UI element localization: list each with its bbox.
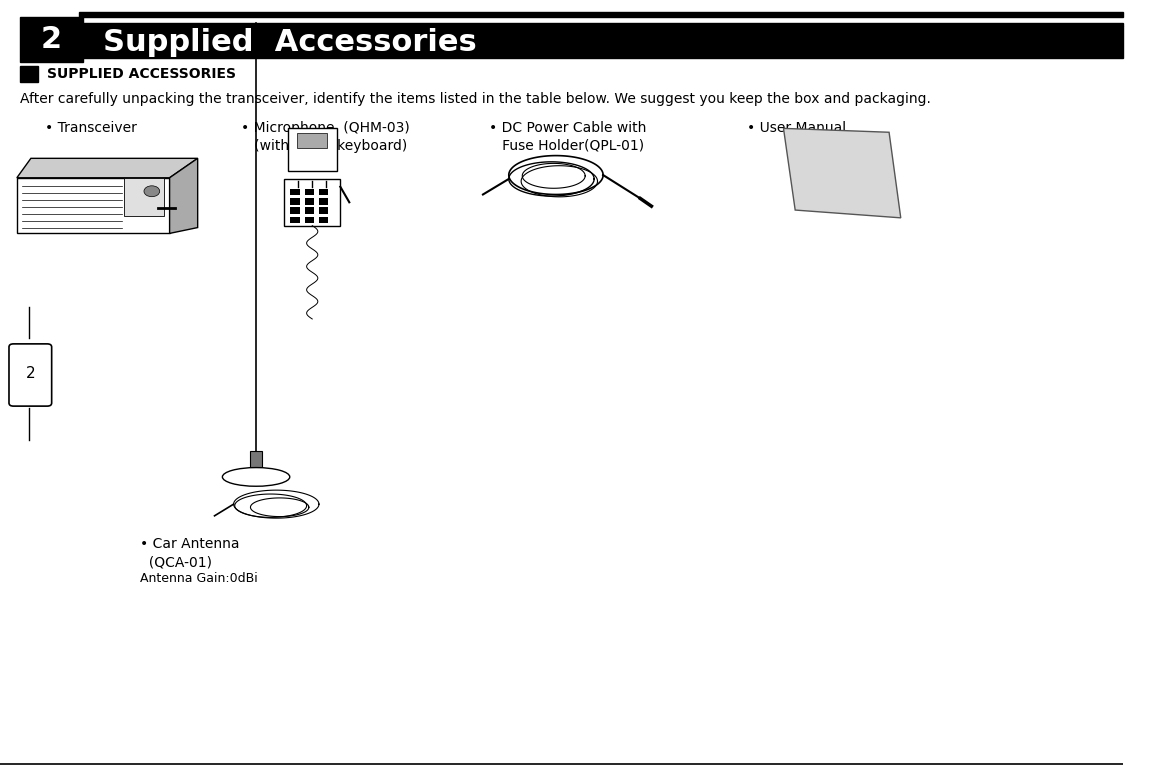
Bar (319, 208, 328, 214)
Polygon shape (17, 159, 198, 178)
Bar (288, 128, 337, 171)
Bar (290, 208, 300, 214)
Bar (21, 17, 83, 62)
Text: SUPPLIED ACCESSORIES: SUPPLIED ACCESSORIES (47, 67, 236, 81)
Bar (297, 133, 327, 148)
Text: After carefully unpacking the transceiver, identify the items listed in the tabl: After carefully unpacking the transceive… (21, 92, 931, 106)
Bar (305, 217, 314, 223)
Polygon shape (17, 178, 170, 233)
Text: Supplied  Accessories: Supplied Accessories (103, 27, 477, 57)
Bar (305, 198, 314, 205)
Bar (124, 178, 164, 216)
Bar (319, 189, 328, 195)
Bar (79, 26, 1123, 58)
Circle shape (144, 186, 159, 197)
Polygon shape (170, 159, 198, 233)
Text: • Car Antenna
  (QCA-01): • Car Antenna (QCA-01) (141, 537, 240, 569)
FancyBboxPatch shape (9, 344, 52, 406)
Text: Antenna Gain:0dBi: Antenna Gain:0dBi (141, 572, 258, 585)
Bar (290, 217, 300, 223)
Bar (284, 179, 341, 226)
Ellipse shape (223, 468, 290, 486)
Text: 2: 2 (25, 366, 35, 381)
Text: • User Manual: • User Manual (747, 121, 845, 135)
Bar (319, 198, 328, 205)
Text: • Transceiver: • Transceiver (45, 121, 136, 135)
Bar (319, 217, 328, 223)
Bar (290, 198, 300, 205)
Bar (305, 189, 314, 195)
Bar (251, 451, 262, 471)
Text: • DC Power Cable with
   Fuse Holder(QPL-01): • DC Power Cable with Fuse Holder(QPL-01… (489, 121, 646, 153)
Text: • Microphone  (QHM-03)
   (with DTMF keyboard): • Microphone (QHM-03) (with DTMF keyboar… (241, 121, 410, 153)
Bar (305, 208, 314, 214)
Bar (290, 189, 300, 195)
Bar (79, 23, 1123, 26)
Polygon shape (783, 128, 901, 218)
Text: 2: 2 (42, 25, 62, 54)
Bar (21, 66, 38, 82)
Bar (79, 12, 1123, 17)
